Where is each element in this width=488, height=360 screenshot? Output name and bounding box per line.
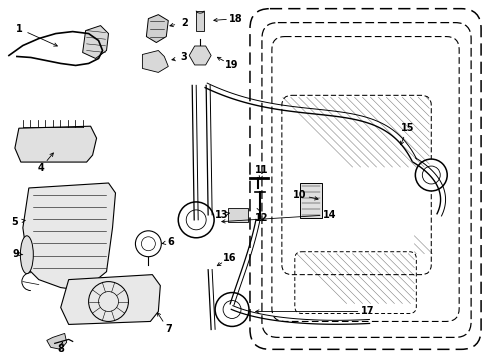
Text: 9: 9 [13, 249, 19, 259]
Polygon shape [146, 15, 168, 42]
Polygon shape [196, 11, 203, 31]
Ellipse shape [20, 236, 33, 274]
Text: 6: 6 [166, 237, 173, 247]
Text: 17: 17 [360, 306, 373, 316]
Polygon shape [142, 50, 168, 72]
Text: 18: 18 [229, 14, 243, 24]
Text: 16: 16 [223, 253, 236, 263]
Polygon shape [61, 275, 160, 324]
Circle shape [135, 231, 161, 257]
Polygon shape [82, 26, 108, 58]
Polygon shape [23, 183, 115, 289]
Text: 10: 10 [292, 190, 306, 200]
Polygon shape [47, 333, 66, 349]
Text: 3: 3 [181, 53, 187, 63]
Bar [299, 183, 321, 218]
Text: 2: 2 [181, 18, 187, 28]
Text: 5: 5 [12, 217, 18, 227]
Text: 15: 15 [400, 123, 413, 133]
Circle shape [414, 159, 447, 191]
Text: 12: 12 [255, 213, 268, 223]
Text: 8: 8 [57, 345, 64, 354]
Text: 19: 19 [225, 60, 238, 71]
Text: 7: 7 [164, 324, 171, 334]
Text: 14: 14 [322, 210, 336, 220]
Circle shape [178, 202, 214, 238]
Circle shape [215, 293, 248, 327]
Text: 4: 4 [38, 163, 44, 173]
Text: 13: 13 [215, 210, 228, 220]
Text: 1: 1 [16, 24, 22, 33]
Polygon shape [15, 126, 96, 162]
Text: 11: 11 [255, 165, 268, 175]
Bar [227, 208, 247, 222]
